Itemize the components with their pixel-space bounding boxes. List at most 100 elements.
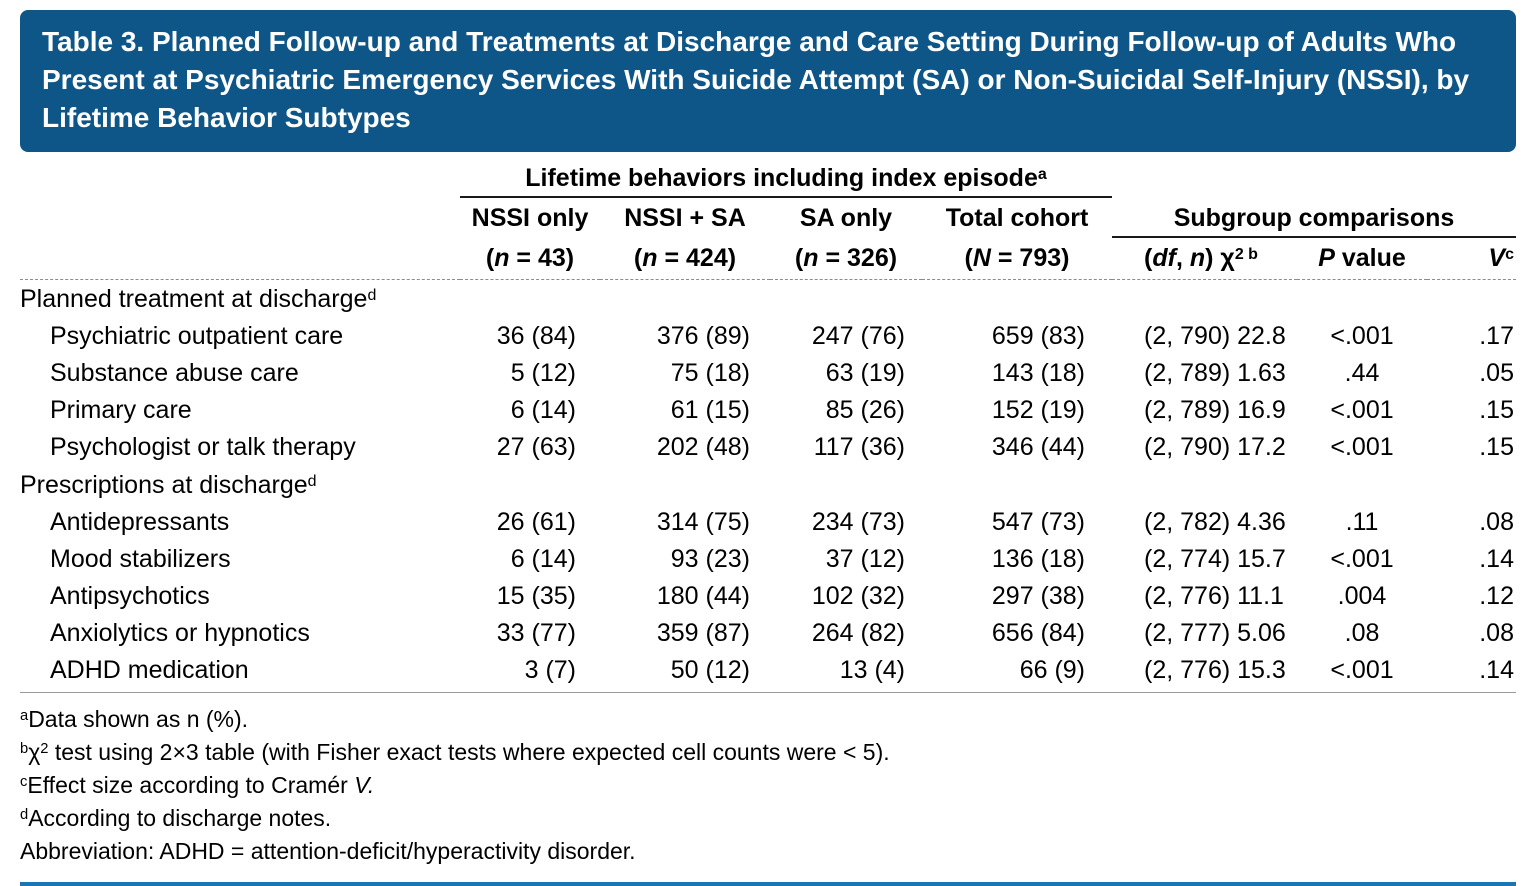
cell-nssi-sa: 202 (48) (656, 433, 750, 461)
lifetime-spanner-sup: a (1037, 165, 1047, 183)
cell-p-value: .08 (1344, 619, 1380, 647)
chi-symbol: χ (1220, 244, 1235, 272)
section-header-row: Planned treatment at discharged (20, 280, 1516, 319)
cell-total: 152 (19) (991, 396, 1086, 424)
cell-sa-only: 85 (26) (825, 396, 905, 424)
section-label: Planned treatment at discharged (20, 285, 377, 313)
cell-cramers-v: .14 (1479, 545, 1514, 573)
cell-nssi-only: 6 (14) (510, 545, 576, 573)
cell-nssi-only: 5 (12) (510, 359, 576, 387)
col-header-chi-square: (df, n) χ2 b (1112, 237, 1298, 280)
spacer-cell (20, 160, 460, 197)
cell-sa-only: 37 (12) (825, 545, 905, 573)
table-row: Antidepressants 26 (61) 314 (75) 234 (73… (20, 504, 1516, 541)
cell-p-value: .44 (1344, 359, 1380, 387)
subgroup-spanner: Subgroup comparisons (1112, 197, 1516, 238)
row-label: Primary care (50, 396, 192, 424)
cell-total: 66 (9) (922, 652, 1113, 693)
row-label: Anxiolytics or hypnotics (50, 619, 310, 647)
row-label: Antipsychotics (50, 582, 210, 610)
cell-cramers-v: .12 (1479, 582, 1514, 610)
cell-sa-only: 117 (36) (813, 433, 905, 461)
cell-chi-square: (2, 790) 17.2 (1144, 433, 1286, 461)
col-header-total-cohort: Total cohort (945, 204, 1089, 232)
cell-cramers-v: .05 (1479, 359, 1514, 387)
footnotes: aData shown as n (%). bχ2 test using 2×3… (20, 703, 1516, 868)
group-header-row: NSSI only NSSI + SA SA only Total cohort… (20, 197, 1516, 238)
col-header-cramers-v: Vc (1427, 237, 1516, 280)
cell-cramers-v: .15 (1479, 396, 1514, 424)
table-row: Psychologist or talk therapy 27 (63) 202… (20, 429, 1516, 466)
cell-nssi-only: 27 (63) (496, 433, 576, 461)
row-label: Mood stabilizers (50, 545, 231, 573)
spacer-cell (1112, 160, 1516, 197)
data-table: Lifetime behaviors including index episo… (20, 160, 1516, 693)
col-header-nssi-only: NSSI only (471, 204, 589, 232)
table-row: Psychiatric outpatient care 36 (84) 376 … (20, 318, 1516, 355)
table-row: Antipsychotics 15 (35) 180 (44) 102 (32)… (20, 578, 1516, 615)
cell-nssi-sa: 75 (18) (670, 359, 750, 387)
cell-chi-square: (2, 776) 15.3 (1112, 652, 1298, 693)
cell-chi-square: (2, 774) 15.7 (1144, 545, 1286, 573)
cell-nssi-sa: 93 (23) (670, 545, 750, 573)
section-label: Prescriptions at discharged (20, 471, 317, 499)
spacer-cell (20, 197, 460, 237)
cell-nssi-only: 3 (7) (460, 652, 600, 693)
footnote-a: aData shown as n (%). (20, 706, 249, 732)
cell-p-value: <.001 (1297, 652, 1428, 693)
cell-p-value: <.001 (1330, 322, 1394, 350)
cell-p-value: <.001 (1330, 433, 1394, 461)
cell-chi-square: (2, 782) 4.36 (1144, 508, 1286, 536)
section-header-row: Prescriptions at discharged (20, 466, 1516, 504)
cell-nssi-sa: 180 (44) (656, 582, 750, 610)
footnote-c: cEffect size according to Cramér V. (20, 772, 375, 798)
col-header-nssi-sa: NSSI + SA (624, 204, 746, 232)
table-row: Anxiolytics or hypnotics 33 (77) 359 (87… (20, 615, 1516, 652)
subheader-total-n: (N = 793) (922, 237, 1113, 280)
cell-chi-square: (2, 789) 16.9 (1144, 396, 1286, 424)
subheader-nssi-only-n: (n = 43) (460, 237, 600, 280)
cell-cramers-v: .14 (1427, 652, 1516, 693)
cell-nssi-only: 26 (61) (496, 508, 576, 536)
row-label: Substance abuse care (50, 359, 299, 387)
cell-total: 143 (18) (991, 359, 1086, 387)
table-row: Mood stabilizers 6 (14) 93 (23) 37 (12) … (20, 541, 1516, 578)
cell-sa-only: 247 (76) (811, 322, 905, 350)
cell-cramers-v: .15 (1479, 433, 1514, 461)
table-row: Primary care 6 (14) 61 (15) 85 (26) 152 … (20, 392, 1516, 429)
cell-nssi-sa: 314 (75) (656, 508, 750, 536)
cell-p-value: <.001 (1330, 545, 1394, 573)
cell-cramers-v: .08 (1479, 508, 1514, 536)
cell-nssi-only: 36 (84) (496, 322, 576, 350)
cell-total: 656 (84) (991, 619, 1086, 647)
subheader-nssi-sa-n: (n = 424) (600, 237, 770, 280)
cell-chi-square: (2, 789) 1.63 (1144, 359, 1286, 387)
footnote-b: bχ2 test using 2×3 table (with Fisher ex… (20, 739, 890, 765)
cell-total: 297 (38) (991, 582, 1086, 610)
cell-nssi-sa: 50 (12) (600, 652, 770, 693)
table-row: ADHD medication 3 (7) 50 (12) 13 (4) 66 … (20, 652, 1516, 693)
cell-nssi-only: 33 (77) (496, 619, 576, 647)
cell-p-value: <.001 (1330, 396, 1394, 424)
subheader-sa-only-n: (n = 326) (770, 237, 922, 280)
cell-total: 547 (73) (991, 508, 1086, 536)
abbreviation-note: Abbreviation: ADHD = attention-deficit/h… (20, 838, 636, 864)
footnote-d: dAccording to discharge notes. (20, 805, 332, 831)
cell-chi-square: (2, 777) 5.06 (1144, 619, 1286, 647)
col-header-sa-only: SA only (799, 204, 893, 232)
col-header-p-value: P value (1297, 237, 1428, 280)
cell-p-value: .004 (1337, 582, 1387, 610)
lifetime-spanner: Lifetime behaviors including index episo… (460, 160, 1113, 198)
chi-symbol: χ (28, 739, 41, 765)
cell-sa-only: 102 (32) (811, 582, 905, 610)
cell-cramers-v: .08 (1479, 619, 1514, 647)
cell-sa-only: 63 (19) (825, 359, 905, 387)
cell-total: 346 (44) (991, 433, 1086, 461)
row-label: Psychologist or talk therapy (50, 433, 356, 461)
spacer-cell (20, 237, 460, 280)
cell-nssi-sa: 359 (87) (656, 619, 750, 647)
cell-sa-only: 234 (73) (811, 508, 905, 536)
subheader-row: (n = 43) (n = 424) (n = 326) (N = 793) (… (20, 237, 1516, 280)
cell-nssi-sa: 376 (89) (656, 322, 750, 350)
